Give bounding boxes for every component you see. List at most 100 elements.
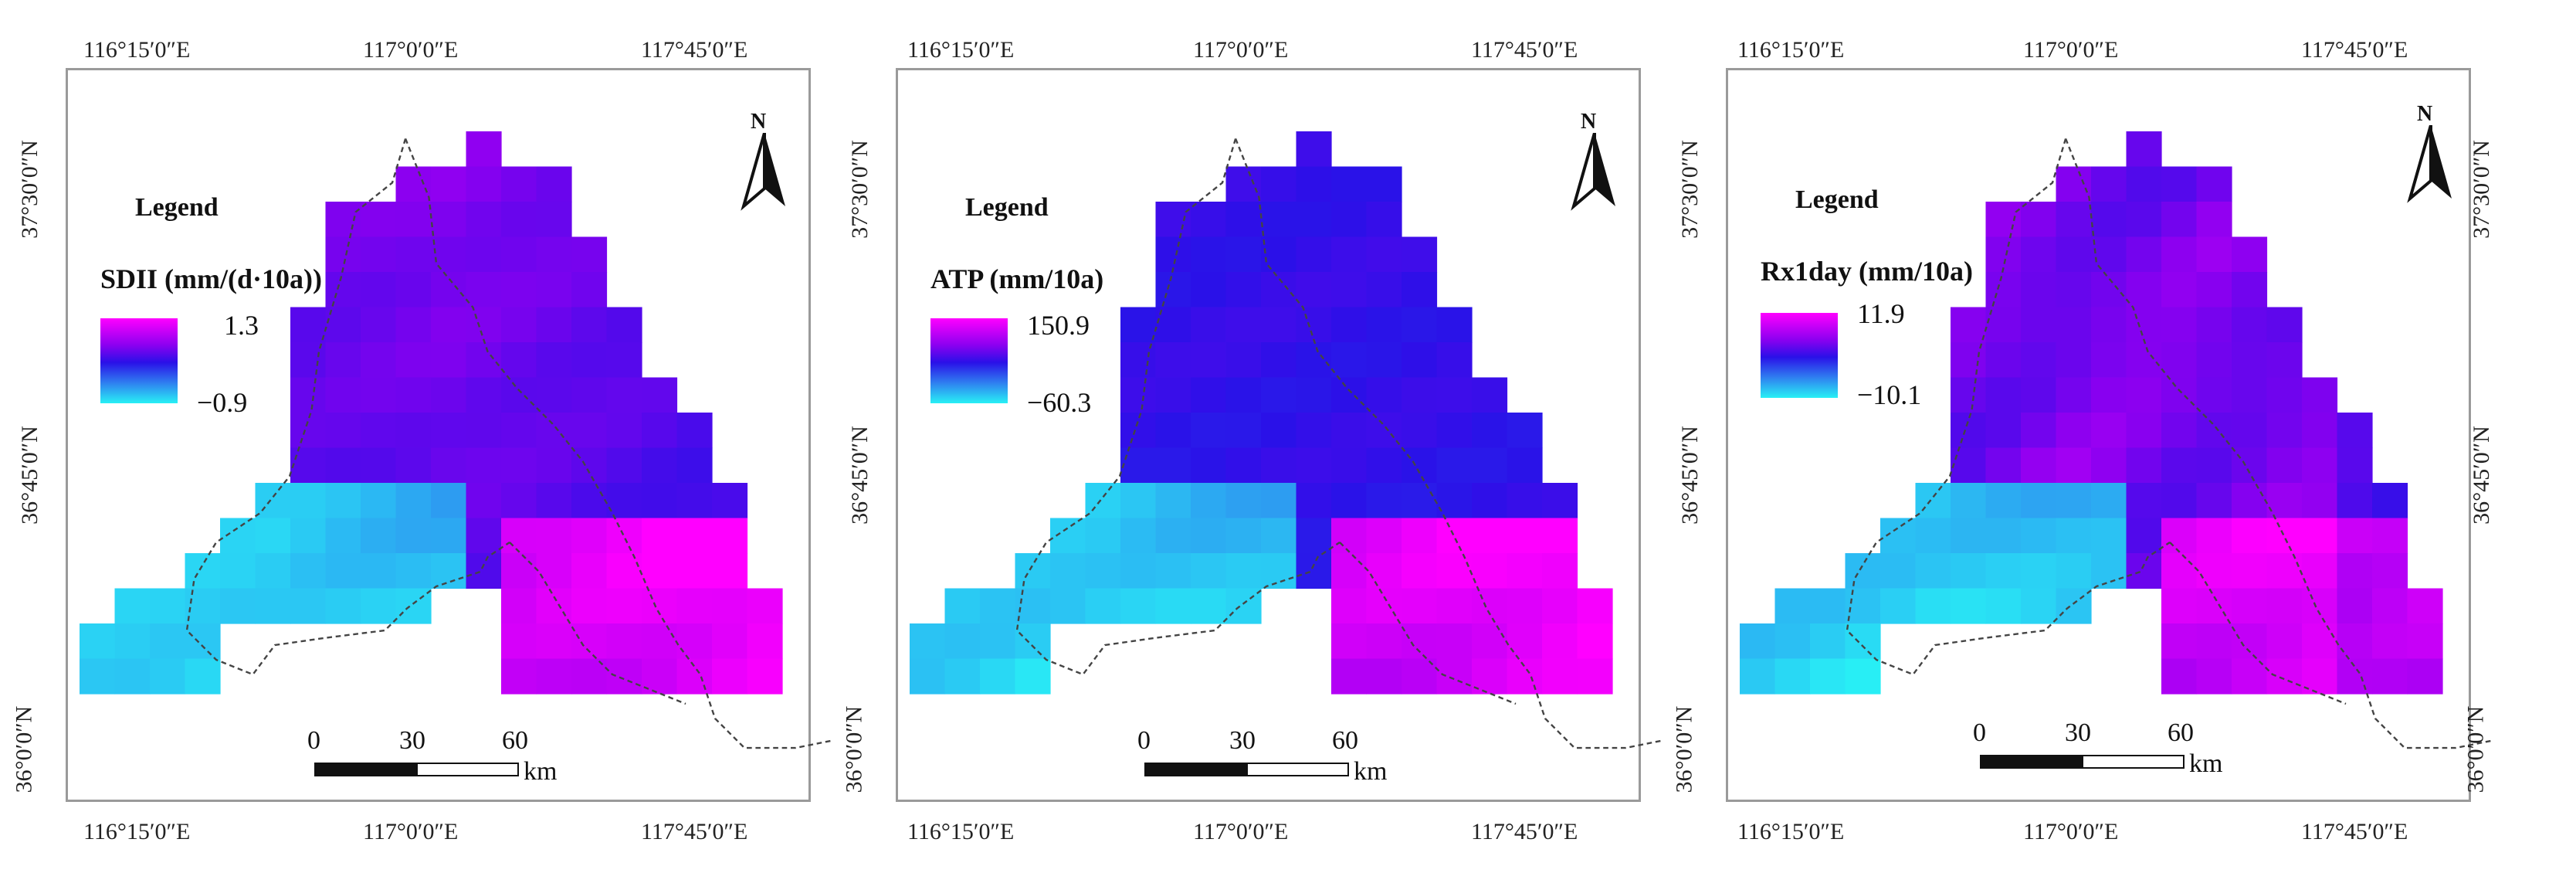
grid-cell (1366, 553, 1402, 589)
grid-cell (2126, 236, 2162, 273)
lat-label-left-3: 36°0′0″N (841, 705, 867, 793)
grid-cell (1155, 518, 1191, 554)
grid-cell (1296, 553, 1332, 589)
grid-cell (150, 588, 186, 624)
grid-cell (642, 447, 678, 484)
basin-boundary-line (404, 138, 833, 749)
grid-cell (536, 447, 572, 484)
grid-cell (2056, 377, 2092, 413)
grid-cell (501, 623, 537, 660)
basin-boundary-line (2064, 138, 2493, 749)
grid-cell (712, 483, 748, 519)
grid-cell (1951, 447, 1987, 484)
scale-tick-60: 60 (502, 726, 528, 755)
grid-cell (1155, 588, 1191, 624)
grid-cell (606, 588, 642, 624)
grid-cell (1402, 623, 1438, 660)
grid-cell (2372, 623, 2408, 660)
grid-cell (1085, 553, 1121, 589)
grid-cell (2196, 342, 2232, 379)
grid-cell (1880, 588, 1917, 624)
grid-cell (2232, 553, 2268, 589)
grid-cell (1296, 236, 1332, 273)
grid-cell (1402, 658, 1438, 695)
grid-cell (606, 483, 642, 519)
grid-cell (2126, 202, 2162, 238)
lon-label-top-3: 117°45′0″E (641, 37, 748, 63)
grid-cell (1436, 342, 1473, 379)
grid-cell (2126, 272, 2162, 308)
grid-cell (80, 623, 116, 660)
grid-cell (2056, 166, 2092, 202)
grid-cell (2337, 447, 2373, 484)
grid-cell (676, 413, 713, 449)
grid-cell (2266, 447, 2303, 484)
grid-cell (2056, 342, 2092, 379)
grid-cell (501, 272, 537, 308)
grid-cell (1015, 588, 1051, 624)
grid-cell (1331, 236, 1368, 273)
grid-cell (944, 623, 981, 660)
grid-cell (2372, 658, 2408, 695)
grid-cell (395, 413, 432, 449)
grid-cell (1436, 588, 1473, 624)
grid-cell (501, 342, 537, 379)
grid-cell (2056, 588, 2092, 624)
grid-cell (1296, 307, 1332, 343)
grid-cell (2196, 307, 2232, 343)
lat-label-left-3: 36°0′0″N (11, 705, 37, 793)
scale-bar (314, 763, 519, 776)
grid-cell (431, 483, 467, 519)
scale-tick-60: 60 (2168, 718, 2194, 747)
grid-cell (536, 588, 572, 624)
grid-cell (571, 307, 608, 343)
grid-cell (676, 447, 713, 484)
grid-cell (1915, 588, 1951, 624)
grid-cell (1577, 623, 1613, 660)
grid-cell (2056, 553, 2092, 589)
grid-cell (2196, 588, 2232, 624)
lat-label-left-3: 36°0′0″N (1671, 705, 1697, 793)
lat-label-right-3: 36°0′0″N (2462, 705, 2489, 793)
grid-cell (466, 202, 502, 238)
grid-cell (1366, 588, 1402, 624)
grid-cell (2021, 236, 2057, 273)
grid-cell (1366, 202, 1402, 238)
grid-cell (1191, 272, 1227, 308)
grid-cell (606, 553, 642, 589)
grid-cell (2196, 166, 2232, 202)
grid-cell (325, 272, 361, 308)
grid-cell (1015, 623, 1051, 660)
grid-cell (466, 131, 502, 168)
grid-cell (2126, 131, 2162, 168)
grid-cell (1191, 588, 1227, 624)
grid-cell (1985, 377, 2022, 413)
grid-cell (1191, 236, 1227, 273)
grid-cell (185, 588, 221, 624)
basin-boundary-line (185, 138, 510, 676)
grid-cell (1402, 553, 1438, 589)
grid-cell (466, 553, 502, 589)
legend-max-value: 150.9 (1027, 310, 1090, 341)
grid-cell (431, 202, 467, 238)
grid-cell (1155, 447, 1191, 484)
north-arrow-icon (2407, 125, 2452, 203)
grid-cell (1191, 553, 1227, 589)
grid-cell (395, 166, 432, 202)
grid-cell (1261, 166, 1297, 202)
grid-cell (325, 413, 361, 449)
grid-cell (1472, 623, 1508, 660)
grid-cell (1472, 588, 1508, 624)
grid-cell (1774, 588, 1811, 624)
grid-cell (1436, 518, 1473, 554)
grid-cell (1261, 307, 1297, 343)
grid-cell (2337, 413, 2373, 449)
grid-cell (2126, 413, 2162, 449)
grid-cell (606, 518, 642, 554)
grid-cell (114, 623, 151, 660)
grid-cell (571, 377, 608, 413)
grid-cell (1085, 588, 1121, 624)
grid-cell (980, 588, 1016, 624)
grid-cell (1331, 658, 1368, 695)
grid-cell (2196, 447, 2232, 484)
